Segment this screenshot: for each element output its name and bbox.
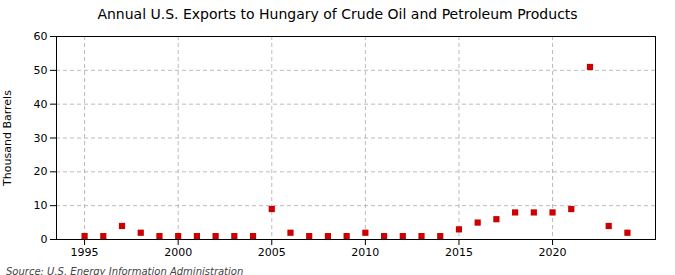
svg-text:2005: 2005 <box>258 246 286 259</box>
svg-text:40: 40 <box>34 98 48 111</box>
svg-text:10: 10 <box>34 199 48 212</box>
svg-text:2010: 2010 <box>351 246 379 259</box>
svg-text:2000: 2000 <box>164 246 192 259</box>
svg-text:60: 60 <box>34 30 48 43</box>
svg-text:30: 30 <box>34 132 48 145</box>
svg-text:50: 50 <box>34 64 48 77</box>
svg-text:2015: 2015 <box>445 246 473 259</box>
svg-text:0: 0 <box>41 233 48 246</box>
svg-text:1995: 1995 <box>71 246 99 259</box>
svg-text:20: 20 <box>34 165 48 178</box>
svg-text:2020: 2020 <box>539 246 567 259</box>
html-text:Annual U.S. Exports to Hungary: Annual U.S. Exports to Hungary of Crude … <box>97 6 578 22</box>
svg-text:Thousand Barrels: Thousand Barrels <box>1 90 14 187</box>
